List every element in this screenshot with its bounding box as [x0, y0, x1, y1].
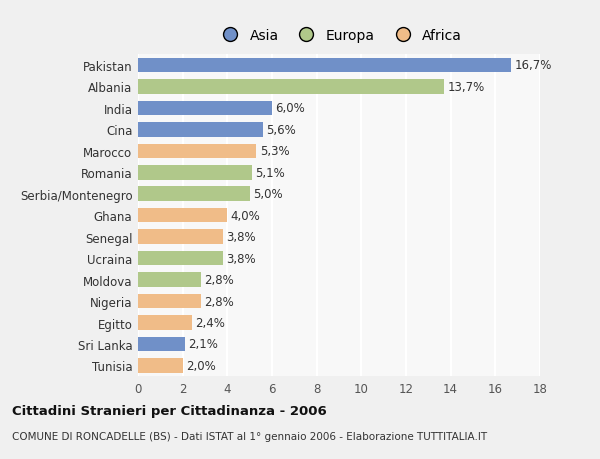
Text: 2,4%: 2,4%	[195, 316, 225, 329]
Bar	[138, 80, 444, 95]
Text: 16,7%: 16,7%	[514, 59, 551, 72]
Bar	[138, 208, 227, 223]
Text: 6,0%: 6,0%	[275, 102, 305, 115]
Text: 2,8%: 2,8%	[204, 274, 233, 286]
Bar	[138, 101, 272, 116]
Bar	[138, 187, 250, 202]
Text: Cittadini Stranieri per Cittadinanza - 2006: Cittadini Stranieri per Cittadinanza - 2…	[12, 404, 327, 417]
Text: COMUNE DI RONCADELLE (BS) - Dati ISTAT al 1° gennaio 2006 - Elaborazione TUTTITA: COMUNE DI RONCADELLE (BS) - Dati ISTAT a…	[12, 431, 487, 442]
Bar	[138, 58, 511, 73]
Bar	[138, 251, 223, 266]
Bar	[138, 315, 191, 330]
Text: 2,1%: 2,1%	[188, 338, 218, 351]
Bar	[138, 144, 256, 159]
Text: 5,6%: 5,6%	[266, 123, 296, 136]
Text: 13,7%: 13,7%	[448, 81, 485, 94]
Text: 5,0%: 5,0%	[253, 188, 283, 201]
Bar	[138, 166, 252, 180]
Bar	[138, 358, 182, 373]
Bar	[138, 123, 263, 137]
Text: 5,3%: 5,3%	[260, 145, 289, 158]
Bar	[138, 273, 200, 287]
Text: 3,8%: 3,8%	[226, 252, 256, 265]
Legend: Asia, Europa, Africa: Asia, Europa, Africa	[211, 23, 467, 49]
Bar	[138, 337, 185, 352]
Text: 5,1%: 5,1%	[255, 167, 285, 179]
Text: 2,8%: 2,8%	[204, 295, 233, 308]
Bar	[138, 230, 223, 245]
Text: 4,0%: 4,0%	[230, 209, 260, 222]
Text: 2,0%: 2,0%	[186, 359, 216, 372]
Bar	[138, 294, 200, 309]
Text: 3,8%: 3,8%	[226, 231, 256, 244]
